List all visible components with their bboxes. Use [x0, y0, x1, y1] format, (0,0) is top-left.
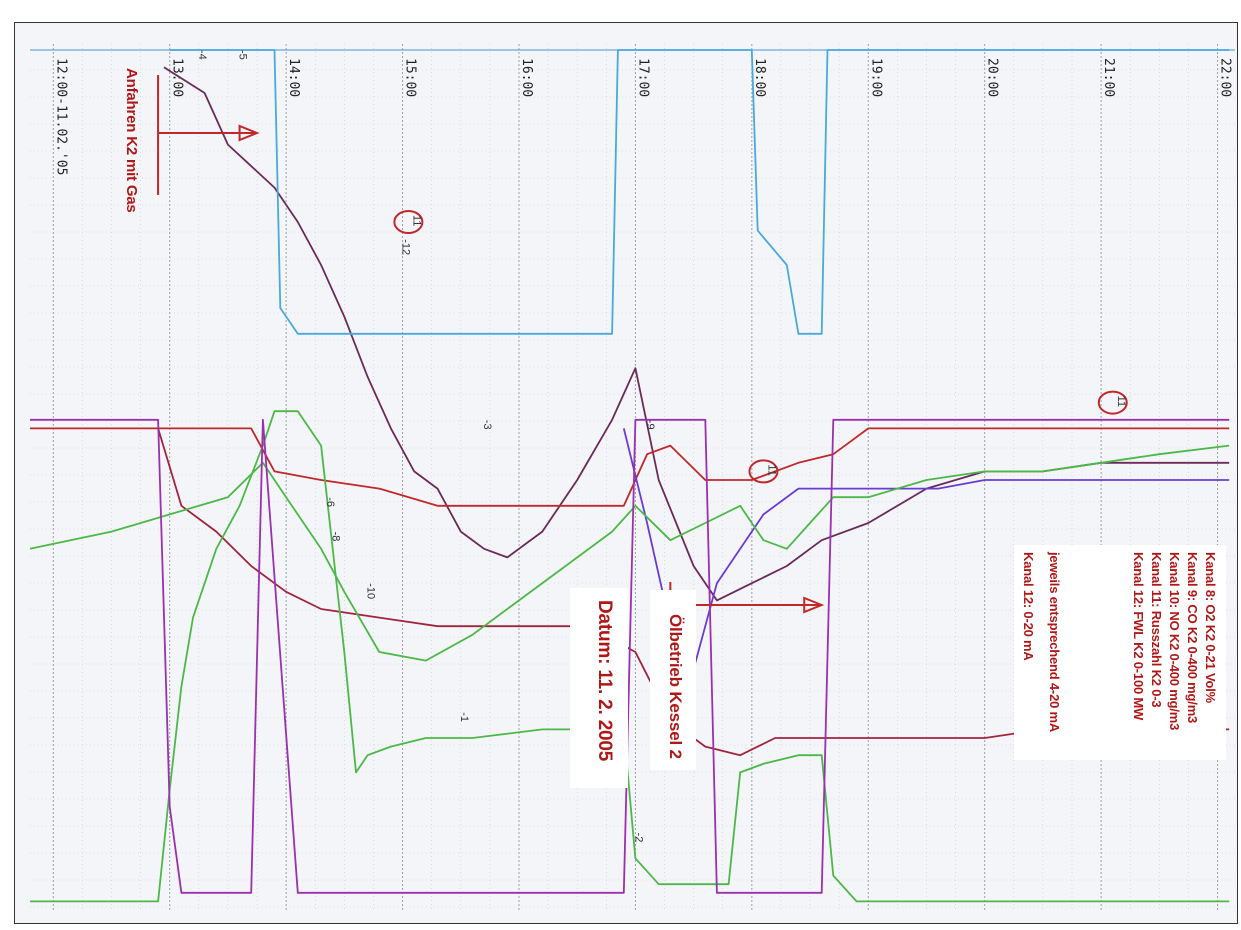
series-ramp: [29, 444, 1230, 662]
legend-box: [1014, 545, 1226, 760]
channel-marker-label: -9: [644, 420, 656, 430]
circle-marker-label: 11: [410, 215, 422, 226]
legend-line-4: Kanal 11: Russzahl K2 0-3: [1149, 552, 1164, 708]
channel-marker-label: -12: [400, 239, 412, 255]
channel-marker-label: -6: [324, 497, 336, 507]
oil-arrow-head: [803, 596, 825, 614]
annotation-date: Datum: 11. 2. 2005: [594, 600, 615, 762]
time-tick-label: 17:00: [635, 58, 650, 97]
time-tick-label: 13:00: [170, 58, 185, 97]
time-tick-label: 19:00: [868, 58, 883, 97]
series-kanal-12: [30, 410, 1230, 903]
annotation-oil-operation: Ölbetrieb Kessel 2: [666, 614, 685, 759]
annotation-start-gas: Anfahren K2 mit Gas: [123, 68, 140, 213]
legend-line-2: Kanal 9: CO K2 0-400 mg/m3: [1185, 552, 1200, 724]
gas-arrow-head: [238, 124, 260, 142]
circle-marker-label: 11: [765, 464, 777, 475]
circle-marker: [393, 210, 424, 234]
legend-line-3: Kanal 10: NO K2 0-400 mg/m3: [1167, 552, 1182, 731]
channel-marker-label: -4: [196, 50, 208, 60]
circle-marker-label: 11: [1115, 396, 1127, 407]
time-tick-label: 12:00-11.02.'05: [53, 58, 68, 175]
series-cyan-step: [169, 49, 1230, 335]
date-box: [570, 588, 628, 788]
time-tick-label: 18:00: [752, 58, 767, 97]
time-tick-label: 14:00: [286, 58, 301, 97]
series-purple-burner: [30, 418, 1230, 894]
oil-box: [650, 590, 696, 770]
circle-marker: [748, 459, 779, 484]
legend-line-6: jeweils entsprechend 4-20 mA: [1047, 552, 1062, 733]
legend-line-7: Kanal 12: 0-20 mA: [1021, 552, 1036, 661]
legend-line-1: Kanal 8: O2 K2 0-21 Vol%: [1203, 552, 1218, 704]
time-tick-label: 15:00: [403, 58, 418, 97]
channel-marker-label: -1: [458, 712, 470, 722]
time-tick-label: 20:00: [985, 58, 1000, 97]
circle-marker: [1097, 390, 1128, 415]
channel-marker-label: -3: [481, 420, 493, 430]
channel-marker-label: -2: [632, 833, 644, 843]
channel-marker-label: -5: [237, 50, 249, 60]
time-tick-label: 21:00: [1101, 58, 1116, 97]
series-kanal-9: [30, 427, 1230, 507]
time-tick-label: 22:00: [1218, 58, 1233, 97]
time-tick-label: 16:00: [519, 58, 534, 97]
channel-marker-label: -10: [365, 583, 377, 599]
legend-line-5: Kanal 12: FWL K2 0-100 MW: [1131, 552, 1146, 721]
channel-marker-label: -8: [330, 532, 342, 542]
